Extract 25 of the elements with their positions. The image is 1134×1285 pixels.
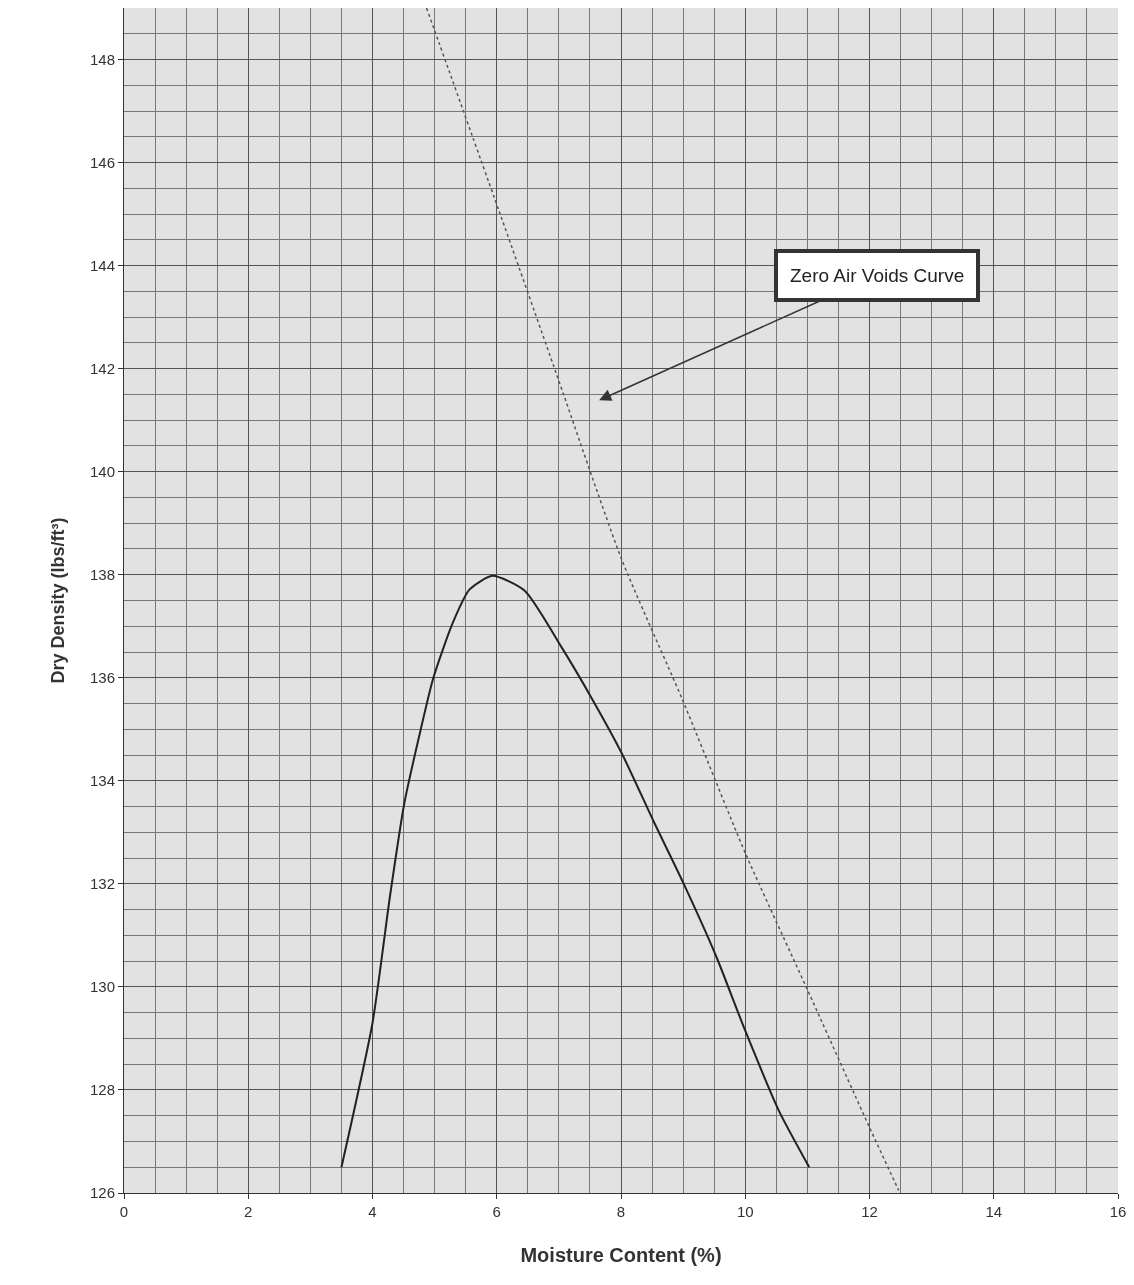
x-tick-label: 6 xyxy=(492,1203,501,1220)
x-axis-title: Moisture Content (%) xyxy=(520,1243,722,1266)
y-tick-label: 148 xyxy=(89,50,115,68)
annotation: Zero Air Voids Curve xyxy=(790,265,965,286)
x-tick-label: 16 xyxy=(1109,1203,1127,1220)
y-tick-label: 138 xyxy=(89,565,115,583)
y-tick-label: 136 xyxy=(89,669,115,687)
y-axis-title: Dry Density (lbs/ft³) xyxy=(48,517,69,684)
y-tick-label: 146 xyxy=(89,153,115,171)
y-tick-label: 144 xyxy=(89,256,115,274)
y-tick-label: 140 xyxy=(89,462,115,480)
x-tick-label: 12 xyxy=(861,1203,878,1220)
y-tick-label: 126 xyxy=(89,1184,115,1202)
y-tick-label: 128 xyxy=(89,1081,115,1099)
y-tick-label: 130 xyxy=(89,978,115,996)
x-tick-label: 8 xyxy=(616,1203,626,1220)
x-tick-label: 10 xyxy=(736,1203,754,1220)
y-tick-label: 134 xyxy=(89,772,115,790)
x-tick-label: 14 xyxy=(985,1203,1003,1220)
y-tick-label: 142 xyxy=(89,359,115,377)
y-tick-label: 132 xyxy=(89,875,115,893)
line-series xyxy=(340,574,811,1169)
x-tick-label: 0 xyxy=(119,1203,129,1220)
x-tick-label: 4 xyxy=(368,1203,377,1220)
x-tick-label: 2 xyxy=(244,1203,253,1220)
